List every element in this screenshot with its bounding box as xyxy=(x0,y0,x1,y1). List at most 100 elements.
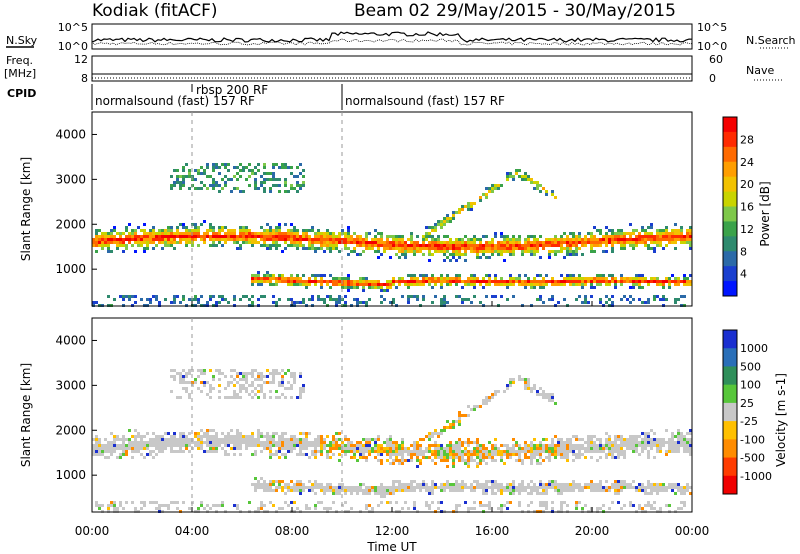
heatmap-cell xyxy=(179,450,182,453)
heatmap-cell xyxy=(563,486,566,489)
heatmap-cell xyxy=(401,489,404,492)
heatmap-cell xyxy=(545,283,548,286)
heatmap-cell xyxy=(176,181,179,184)
heatmap-cell xyxy=(194,232,197,235)
heatmap-cell xyxy=(260,390,263,393)
heatmap-cell xyxy=(596,459,599,462)
heatmap-cell xyxy=(686,438,689,441)
heatmap-cell xyxy=(404,486,407,489)
heatmap-cell xyxy=(377,244,380,247)
heatmap-cell xyxy=(488,504,491,507)
heatmap-cell xyxy=(506,298,509,301)
heatmap-cell xyxy=(392,301,395,304)
heatmap-cell xyxy=(269,435,272,438)
heatmap-cell xyxy=(323,241,326,244)
heatmap-cell xyxy=(668,238,671,241)
heatmap-cell xyxy=(491,489,494,492)
heatmap-cell xyxy=(629,295,632,298)
heatmap-cell xyxy=(656,280,659,283)
heatmap-cell xyxy=(674,435,677,438)
heatmap-cell xyxy=(440,450,443,453)
heatmap-cell xyxy=(326,247,329,250)
heatmap-cell xyxy=(386,450,389,453)
heatmap-cell xyxy=(551,486,554,489)
heatmap-cell xyxy=(686,283,689,286)
heatmap-cell xyxy=(215,435,218,438)
heatmap-cell xyxy=(614,456,617,459)
heatmap-cell xyxy=(269,244,272,247)
heatmap-cell xyxy=(677,235,680,238)
heatmap-cell xyxy=(521,447,524,450)
heatmap-cell xyxy=(230,178,233,181)
heatmap-cell xyxy=(548,456,551,459)
heatmap-cell xyxy=(212,438,215,441)
heatmap-cell xyxy=(596,283,599,286)
heatmap-cell xyxy=(263,396,266,399)
heatmap-cell xyxy=(362,244,365,247)
heatmap-cell xyxy=(497,241,500,244)
heatmap-cell xyxy=(347,486,350,489)
heatmap-cell xyxy=(272,178,275,181)
heatmap-cell xyxy=(452,483,455,486)
heatmap-cell xyxy=(143,232,146,235)
heatmap-cell xyxy=(551,241,554,244)
heatmap-cell xyxy=(161,247,164,250)
heatmap-cell xyxy=(365,504,368,507)
heatmap-cell xyxy=(491,190,494,193)
heatmap-cell xyxy=(356,486,359,489)
heatmap-cell xyxy=(314,280,317,283)
heatmap-cell xyxy=(128,429,131,432)
heatmap-cell xyxy=(320,241,323,244)
heatmap-cell xyxy=(518,241,521,244)
heatmap-cell xyxy=(311,489,314,492)
heatmap-cell xyxy=(533,241,536,244)
heatmap-cell xyxy=(653,438,656,441)
heatmap-cell xyxy=(458,280,461,283)
heatmap-cell xyxy=(527,456,530,459)
heatmap-cell xyxy=(425,235,428,238)
heatmap-cell xyxy=(605,447,608,450)
heatmap-cell xyxy=(674,447,677,450)
heatmap-cell xyxy=(293,241,296,244)
heatmap-cell xyxy=(458,208,461,211)
heatmap-cell xyxy=(176,507,179,510)
heatmap-cell xyxy=(686,235,689,238)
heatmap-cell xyxy=(359,253,362,256)
heatmap-cell xyxy=(266,489,269,492)
heatmap-cell xyxy=(560,492,563,495)
heatmap-cell xyxy=(527,381,530,384)
heatmap-cell xyxy=(299,483,302,486)
heatmap-cell xyxy=(218,504,221,507)
heatmap-cell xyxy=(575,241,578,244)
heatmap-cell xyxy=(533,489,536,492)
heatmap-cell xyxy=(287,438,290,441)
heatmap-cell xyxy=(506,447,509,450)
heatmap-cell xyxy=(329,507,332,510)
heatmap-cell xyxy=(623,486,626,489)
heatmap-cell xyxy=(407,247,410,250)
heatmap-cell xyxy=(269,277,272,280)
heatmap-cell xyxy=(623,247,626,250)
heatmap-cell xyxy=(401,456,404,459)
heatmap-cell xyxy=(302,432,305,435)
heatmap-cell xyxy=(263,504,266,507)
heatmap-cell xyxy=(410,232,413,235)
heatmap-cell xyxy=(653,501,656,504)
heatmap-cell xyxy=(521,459,524,462)
heatmap-cell xyxy=(479,301,482,304)
heatmap-cell xyxy=(482,492,485,495)
heatmap-cell xyxy=(638,277,641,280)
heatmap-cell xyxy=(128,298,131,301)
heatmap-cell xyxy=(650,235,653,238)
colorbar-tick-label: 25 xyxy=(740,397,754,410)
heatmap-cell xyxy=(500,295,503,298)
heatmap-cell xyxy=(383,283,386,286)
heatmap-cell xyxy=(536,486,539,489)
heatmap-cell xyxy=(110,444,113,447)
heatmap-cell xyxy=(326,507,329,510)
heatmap-cell xyxy=(611,456,614,459)
heatmap-cell xyxy=(134,229,137,232)
heatmap-cell xyxy=(533,277,536,280)
heatmap-cell xyxy=(245,390,248,393)
heatmap-cell xyxy=(671,229,674,232)
